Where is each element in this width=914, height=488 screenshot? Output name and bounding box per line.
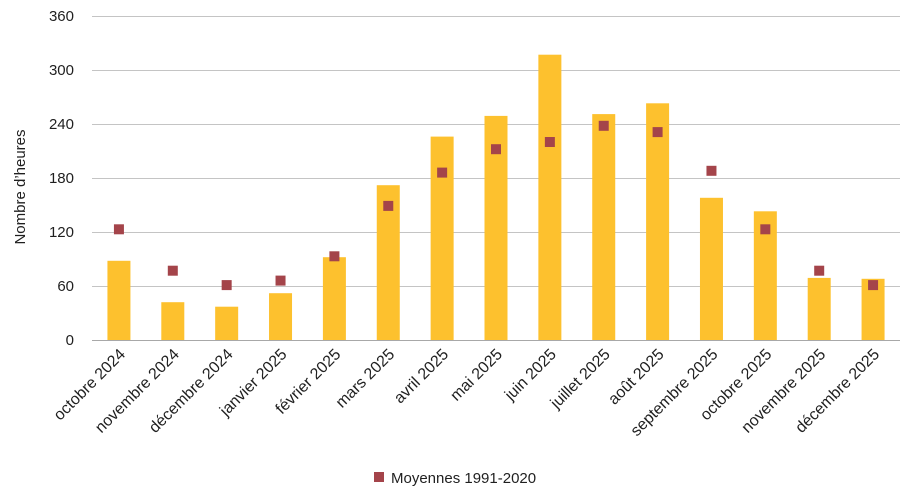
average-marker bbox=[652, 127, 663, 138]
average-marker bbox=[814, 265, 825, 276]
bar bbox=[376, 185, 400, 340]
y-tick-label: 300 bbox=[49, 62, 74, 79]
bar bbox=[753, 211, 777, 340]
bar bbox=[484, 115, 508, 341]
bar bbox=[807, 277, 831, 340]
y-tick-label: 180 bbox=[49, 170, 74, 187]
average-marker bbox=[598, 120, 609, 131]
average-marker bbox=[113, 224, 124, 235]
y-tick-label: 360 bbox=[49, 8, 74, 25]
average-marker bbox=[544, 137, 555, 147]
bar bbox=[592, 114, 616, 340]
average-marker bbox=[760, 224, 771, 235]
average-marker bbox=[275, 275, 286, 286]
y-tick-label: 240 bbox=[49, 116, 74, 133]
average-marker bbox=[868, 280, 879, 291]
average-marker bbox=[383, 200, 394, 211]
average-marker bbox=[221, 280, 232, 291]
bar bbox=[646, 103, 670, 340]
bar bbox=[107, 260, 131, 340]
average-marker-series bbox=[113, 120, 879, 291]
bar bbox=[215, 306, 239, 340]
y-axis-tick-labels: 0 60 120 180 240 300 360 bbox=[49, 8, 74, 349]
bar bbox=[538, 54, 562, 340]
bar bbox=[699, 197, 723, 340]
y-tick-label: 120 bbox=[49, 224, 74, 241]
x-tick-label: mai 2025 bbox=[447, 346, 506, 405]
bar bbox=[430, 136, 454, 340]
legend-label-moyennes: Moyennes 1991-2020 bbox=[391, 470, 536, 487]
y-axis-title: Nombre d’heures bbox=[12, 129, 29, 244]
average-marker bbox=[706, 165, 717, 176]
bar bbox=[269, 293, 293, 340]
legend-swatch-moyennes bbox=[374, 472, 384, 482]
average-marker bbox=[167, 265, 178, 276]
average-marker bbox=[437, 167, 448, 178]
y-tick-label: 0 bbox=[66, 332, 74, 349]
x-tick-label: avril 2025 bbox=[391, 346, 452, 407]
bar bbox=[161, 302, 185, 340]
average-marker bbox=[329, 251, 340, 262]
bar bbox=[861, 278, 885, 340]
average-marker bbox=[491, 144, 501, 155]
bar bbox=[322, 257, 346, 340]
legend: Moyennes 1991-2020 bbox=[374, 470, 536, 487]
x-tick-label: mars 2025 bbox=[333, 346, 399, 412]
bar-series bbox=[107, 54, 885, 341]
y-tick-label: 60 bbox=[57, 278, 74, 295]
